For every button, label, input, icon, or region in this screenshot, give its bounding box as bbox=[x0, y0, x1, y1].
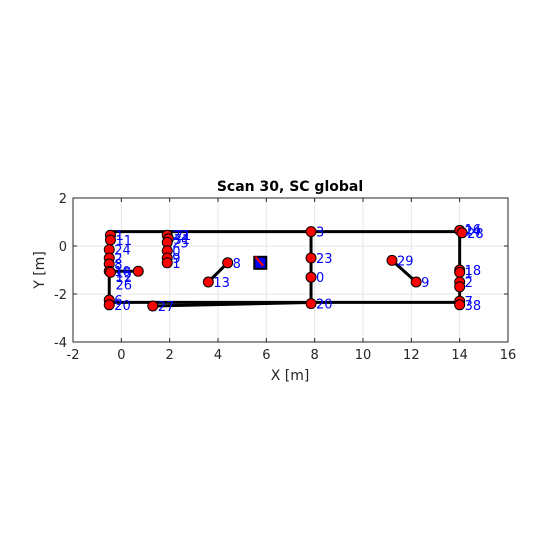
landmark-label: 8 bbox=[114, 258, 122, 273]
landmark-label: 29 bbox=[397, 254, 414, 269]
landmark-label: 0 bbox=[172, 245, 180, 260]
x-tick-label: 10 bbox=[355, 348, 372, 363]
landmark-label: 23 bbox=[316, 252, 333, 267]
landmark-label: 2 bbox=[465, 276, 473, 291]
y-tick-label: 0 bbox=[59, 240, 67, 255]
landmark-point bbox=[456, 227, 468, 239]
landmark-label: 2 bbox=[114, 252, 122, 267]
landmark-label: 11 bbox=[115, 234, 132, 249]
landmark-label: 8 bbox=[233, 257, 241, 272]
axis-ticks: -2 0 2 4 6 8 10 12 14 16-4-202 bbox=[54, 192, 516, 363]
landmark-label: 15 bbox=[115, 266, 132, 281]
chart-title: Scan 30, SC global bbox=[217, 179, 363, 195]
landmark-point bbox=[104, 266, 116, 278]
x-tick-label: -2 bbox=[67, 348, 80, 363]
landmark-label: 38 bbox=[465, 299, 482, 314]
x-tick-label: 0 bbox=[117, 348, 125, 363]
landmark-label: 24 bbox=[114, 244, 131, 259]
wall-segment bbox=[151, 300, 317, 308]
axes-background bbox=[73, 198, 508, 342]
landmark-point bbox=[222, 257, 234, 269]
landmark-point bbox=[305, 298, 317, 310]
robot-heading bbox=[254, 256, 265, 267]
landmark-label: 20 bbox=[114, 299, 131, 314]
x-tick-label: 12 bbox=[403, 348, 420, 363]
landmark-label: 13 bbox=[213, 276, 230, 291]
landmark-label: 31 bbox=[173, 233, 190, 248]
landmark-point bbox=[454, 266, 466, 278]
landmarks bbox=[103, 224, 468, 312]
landmark-point bbox=[454, 299, 466, 311]
landmark-label: 3 bbox=[316, 226, 324, 241]
landmark-label: 10 bbox=[114, 265, 131, 280]
landmark-label: 7 bbox=[465, 295, 473, 310]
x-tick-label: 8 bbox=[311, 348, 319, 363]
y-axis-label: Y [m] bbox=[32, 251, 48, 290]
landmark-label: 25 bbox=[172, 236, 189, 251]
landmark-label: 1 bbox=[115, 229, 123, 244]
y-tick-label: 2 bbox=[59, 192, 67, 207]
landmark-point bbox=[161, 257, 173, 269]
robot-pose bbox=[253, 255, 268, 270]
landmark-point bbox=[202, 276, 214, 288]
landmark-point bbox=[132, 265, 144, 277]
landmark-label: 20 bbox=[316, 298, 333, 313]
landmark-point bbox=[410, 276, 422, 288]
landmark-label: 9 bbox=[172, 252, 180, 267]
x-axis-label: X [m] bbox=[271, 368, 310, 384]
landmark-label: 9 bbox=[421, 276, 429, 291]
landmark-point bbox=[454, 281, 466, 293]
landmark-point bbox=[386, 254, 398, 266]
landmark-label: 12 bbox=[115, 271, 132, 286]
landmark-point bbox=[305, 226, 317, 238]
landmark-point bbox=[305, 252, 317, 264]
landmark-label: 21 bbox=[175, 229, 192, 244]
x-tick-label: 14 bbox=[451, 348, 468, 363]
landmark-label: 0 bbox=[316, 271, 324, 286]
landmark-label: 6 bbox=[114, 294, 122, 309]
landmark-point bbox=[147, 300, 159, 312]
landmark-label: 16 bbox=[465, 223, 482, 238]
landmark-label: 27 bbox=[158, 300, 175, 315]
landmark-label: 24 bbox=[465, 224, 482, 239]
x-tick-label: 6 bbox=[262, 348, 270, 363]
landmark-label: 18 bbox=[465, 264, 482, 279]
landmark-point bbox=[103, 299, 115, 311]
landmark-label: 1 bbox=[465, 266, 473, 281]
y-tick-label: -4 bbox=[54, 336, 67, 351]
landmark-point bbox=[305, 271, 317, 283]
y-tick-label: -2 bbox=[54, 288, 67, 303]
x-tick-label: 2 bbox=[166, 348, 174, 363]
landmark-label: 22 bbox=[172, 229, 189, 244]
landmark-label: 1 bbox=[172, 257, 180, 272]
landmark-label: 26 bbox=[115, 278, 132, 293]
x-tick-label: 4 bbox=[214, 348, 222, 363]
landmark-label: 28 bbox=[467, 227, 484, 242]
axes-box bbox=[72, 197, 509, 343]
x-tick-label: 16 bbox=[500, 348, 517, 363]
